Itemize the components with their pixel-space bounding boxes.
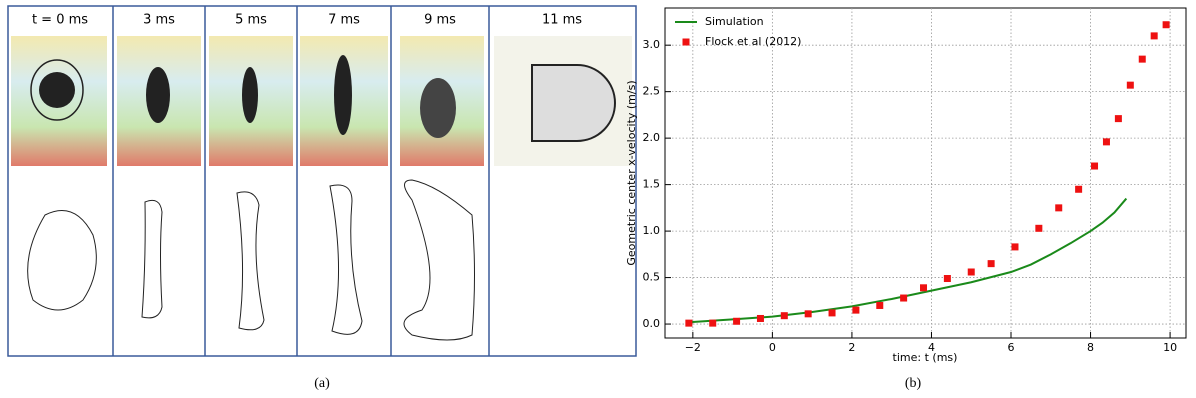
- marker: [1150, 32, 1158, 40]
- marker: [920, 284, 928, 292]
- droplet: [242, 67, 258, 123]
- marker: [733, 317, 741, 325]
- y-tick-label: 2.5: [643, 85, 661, 98]
- marker: [1162, 21, 1170, 29]
- legend-label: Flock et al (2012): [705, 35, 801, 48]
- y-tick-label: 0.5: [643, 271, 661, 284]
- marker: [1055, 204, 1063, 212]
- y-tick-label: 3.0: [643, 38, 661, 51]
- marker: [709, 319, 717, 327]
- x-tick-label: 0: [769, 341, 776, 354]
- frame-label: 3 ms: [143, 13, 175, 28]
- frame-label: 11 ms: [542, 13, 582, 28]
- droplet: [146, 67, 170, 123]
- x-tick-label: 10: [1163, 341, 1177, 354]
- droplet: [39, 72, 75, 108]
- y-tick-label: 1.5: [643, 178, 661, 191]
- plot-frame: [664, 7, 1187, 339]
- marker: [780, 312, 788, 320]
- droplet-contour: [30, 59, 84, 121]
- marker: [804, 310, 812, 318]
- marker: [852, 306, 860, 314]
- frame-label: t = 0 ms: [32, 13, 88, 28]
- droplet: [334, 55, 352, 135]
- line: [688, 197, 1128, 324]
- caption: (a): [314, 376, 330, 391]
- outline: [236, 191, 265, 331]
- outline: [141, 199, 163, 319]
- frame-label: 9 ms: [424, 13, 456, 28]
- x-tick-label: 8: [1087, 341, 1094, 354]
- droplet: [420, 78, 456, 138]
- y-tick-label: 1.0: [643, 224, 661, 237]
- marker: [1011, 243, 1019, 251]
- frame-label: 7 ms: [328, 13, 360, 28]
- caption: (b): [905, 376, 922, 391]
- marker: [876, 301, 884, 309]
- marker: [900, 294, 908, 302]
- outline: [27, 210, 97, 311]
- droplet: [531, 64, 616, 142]
- marker: [967, 268, 975, 276]
- marker: [756, 314, 764, 322]
- x-tick-label: −2: [685, 341, 701, 354]
- panel-frame: [7, 5, 637, 357]
- legend-label: Simulation: [705, 15, 764, 28]
- y-tick-label: 0.0: [643, 317, 661, 330]
- marker: [1075, 185, 1083, 193]
- marker: [1091, 162, 1099, 170]
- marker: [943, 275, 951, 283]
- flow-images: [11, 36, 632, 166]
- outline: [329, 184, 363, 335]
- outline: [403, 179, 475, 341]
- x-tick-label: 4: [928, 341, 935, 354]
- marker: [828, 309, 836, 317]
- frame-label: 5 ms: [235, 13, 267, 28]
- panel-a: [7, 5, 637, 357]
- marker: [1035, 224, 1043, 232]
- marker: [987, 260, 995, 268]
- outlines: [27, 179, 475, 341]
- marker: [1126, 81, 1134, 89]
- y-axis-label: Geometric center x-velocity (m/s): [625, 80, 638, 265]
- marker: [1102, 138, 1110, 146]
- x-axis-label: time: t (ms): [893, 351, 958, 364]
- marker: [1138, 55, 1146, 63]
- legend-swatch: [682, 38, 690, 46]
- x-tick-label: 2: [848, 341, 855, 354]
- y-tick-label: 2.0: [643, 131, 661, 144]
- x-tick-label: 6: [1008, 341, 1015, 354]
- marker: [1114, 115, 1122, 123]
- marker: [685, 319, 693, 327]
